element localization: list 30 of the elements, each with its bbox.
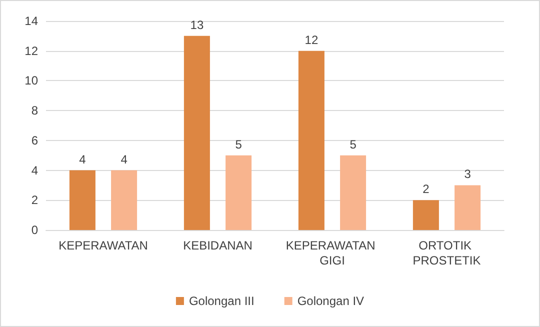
data-label: 5 [235, 137, 242, 152]
data-label: 3 [464, 167, 472, 182]
y-tick-label: 0 [31, 223, 38, 237]
bar [412, 200, 439, 230]
bar [184, 36, 210, 230]
y-tick-label: 6 [31, 133, 38, 148]
y-tick-label: 2 [31, 193, 38, 208]
y-tick-label: 10 [24, 74, 38, 88]
data-label: 2 [422, 182, 430, 196]
data-label: 4 [120, 152, 128, 166]
bar [69, 170, 96, 230]
y-tick-label: 4 [31, 163, 38, 178]
bar [111, 170, 138, 230]
bar [226, 155, 252, 230]
data-label: 12 [304, 32, 318, 47]
data-label: 4 [79, 152, 86, 166]
x-tick-label: KEPERAWATAN GIGI [286, 238, 379, 268]
bar [454, 185, 481, 230]
x-tick-label: KEPERAWATAN [58, 238, 148, 252]
bar [340, 155, 366, 230]
legend-label: Golongan IV [297, 294, 364, 308]
y-tick-label: 8 [31, 104, 38, 118]
data-label: 5 [350, 137, 357, 152]
y-tick-label: 14 [24, 14, 38, 28]
x-tick-label: ORTOTIK PROSTETIK [412, 238, 481, 268]
y-tick-label: 12 [24, 44, 38, 58]
data-label: 13 [190, 18, 204, 32]
legend-label: Golongan III [188, 294, 254, 308]
bar [298, 50, 324, 230]
x-tick-label: KEBIDANAN [183, 238, 252, 252]
